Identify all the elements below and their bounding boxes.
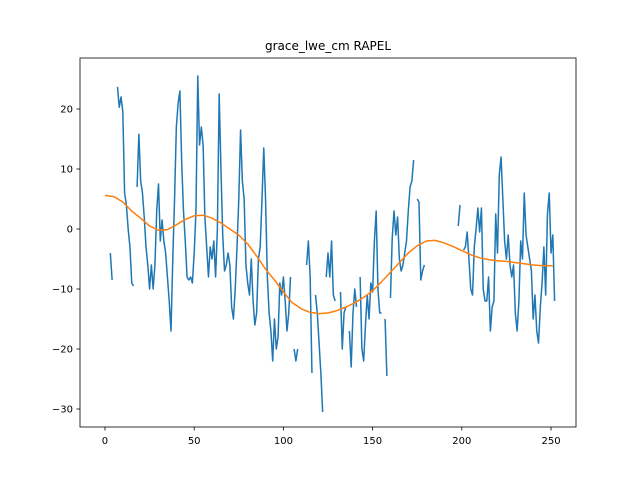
series-1-segment-4 bbox=[293, 348, 299, 362]
series-1-segment-7 bbox=[325, 240, 336, 302]
series-1-segment-8 bbox=[339, 291, 347, 350]
x-tick-label-2: 100 bbox=[274, 436, 293, 447]
series-1-segment-5 bbox=[305, 240, 313, 374]
y-tick-label-2: −10 bbox=[52, 285, 73, 296]
plot-frame bbox=[79, 57, 577, 428]
series-1-segment-12 bbox=[389, 159, 415, 299]
y-tick-label-1: −20 bbox=[52, 345, 73, 356]
y-tick-label-3: 0 bbox=[67, 225, 73, 236]
series-1-segment-13 bbox=[416, 198, 426, 281]
series-1-segment-9 bbox=[348, 288, 358, 368]
series-1-segment-15 bbox=[462, 156, 556, 344]
series-1-segment-11 bbox=[384, 318, 388, 377]
series-1-segment-6 bbox=[314, 294, 324, 413]
series-1-segment-3 bbox=[136, 75, 292, 362]
x-axis: 0 50 100 150 200 250 bbox=[102, 427, 561, 447]
y-tick-label-5: 20 bbox=[60, 105, 73, 116]
y-tick-label-0: −30 bbox=[52, 405, 73, 416]
plot-area bbox=[104, 75, 556, 413]
series-1-segment-10 bbox=[359, 210, 382, 362]
y-axis: −30 −20 −10 0 10 20 bbox=[52, 105, 80, 416]
y-tick-label-4: 10 bbox=[60, 165, 73, 176]
x-tick-label-0: 0 bbox=[102, 436, 108, 447]
series-2-segment-1 bbox=[104, 194, 554, 315]
series-1-segment-2 bbox=[116, 86, 135, 287]
chart-title: grace_lwe_cm RAPEL bbox=[265, 39, 391, 53]
x-tick-label-1: 50 bbox=[188, 436, 201, 447]
series-1-segment-1 bbox=[109, 252, 113, 281]
x-tick-label-3: 150 bbox=[363, 436, 382, 447]
series-1-segment-14 bbox=[457, 204, 461, 227]
x-tick-label-4: 200 bbox=[452, 436, 471, 447]
x-tick-label-5: 250 bbox=[541, 436, 560, 447]
